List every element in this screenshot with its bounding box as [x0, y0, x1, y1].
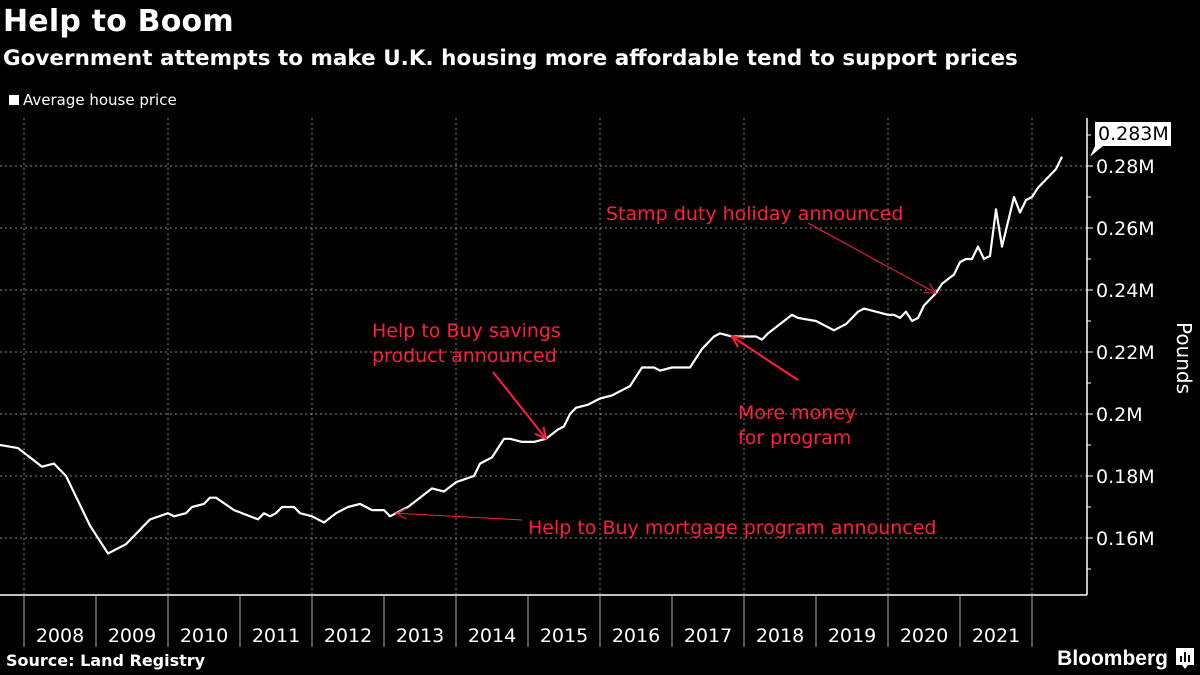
x-tick-label: 2016	[612, 625, 660, 647]
y-tick-label: 0.16M	[1096, 528, 1155, 550]
last-value-badge	[1090, 122, 1171, 157]
legend-label: Average house price	[23, 91, 177, 109]
x-tick-label: 2014	[468, 625, 516, 647]
bloomberg-logo: Bloomberg	[1057, 647, 1194, 671]
last-value-label: 0.283M	[1098, 123, 1169, 145]
y-tick-label: 0.2M	[1096, 404, 1143, 426]
source-note: Source: Land Registry	[6, 651, 206, 670]
x-tick-label: 2012	[324, 625, 372, 647]
logo-text: Bloomberg	[1057, 647, 1168, 670]
annotation: More money for program	[730, 335, 856, 449]
x-tick-label: 2019	[828, 625, 876, 647]
x-tick-label: 2010	[180, 625, 228, 647]
annotation-arrow	[731, 335, 799, 381]
annotation: Stamp duty holiday announced	[606, 203, 937, 294]
x-tick-label: 2020	[900, 625, 948, 647]
price-line	[0, 156, 1063, 555]
x-tick-label: 2021	[972, 625, 1020, 647]
chart-subtitle: Government attempts to make U.K. housing…	[3, 46, 1018, 71]
y-tick-label: 0.22M	[1096, 342, 1155, 364]
annotation: Help to Buy savings product announced	[372, 320, 561, 441]
y-tick-label: 0.24M	[1096, 280, 1155, 302]
y-tick-label: 0.18M	[1096, 466, 1155, 488]
bloomberg-chart-icon	[1176, 648, 1194, 669]
chart-title: Help to Boom	[3, 4, 234, 39]
annotation-arrow	[395, 512, 523, 521]
y-tick-label: 0.26M	[1096, 218, 1155, 240]
annotation-text: for program	[738, 427, 851, 449]
arrowhead-icon	[534, 426, 548, 441]
x-tick-label: 2009	[108, 625, 156, 647]
annotation-arrow	[492, 371, 547, 440]
annotation-text: Stamp duty holiday announced	[606, 203, 903, 225]
arrowhead-icon	[923, 282, 937, 294]
x-tick-label: 2017	[684, 625, 732, 647]
annotation-text: Help to Buy savings	[372, 320, 561, 342]
annotation-text: product announced	[372, 345, 557, 367]
arrowhead-icon	[730, 335, 745, 348]
annotation-arrow	[807, 222, 937, 294]
annotation: Help to Buy mortgage program announced	[394, 507, 937, 539]
y-tick-label: 0.28M	[1096, 156, 1155, 178]
x-tick-label: 2011	[252, 625, 300, 647]
arrowhead-icon	[394, 507, 408, 520]
annotation-text: More money	[738, 402, 856, 424]
x-tick-label: 2018	[756, 625, 804, 647]
annotation-text: Help to Buy mortgage program announced	[528, 517, 937, 539]
y-axis-label: Pounds	[1172, 322, 1196, 394]
x-tick-label: 2013	[396, 625, 444, 647]
x-tick-label: 2015	[540, 625, 588, 647]
legend-swatch	[9, 95, 19, 105]
legend: Average house price	[9, 91, 177, 109]
x-tick-label: 2008	[36, 625, 84, 647]
